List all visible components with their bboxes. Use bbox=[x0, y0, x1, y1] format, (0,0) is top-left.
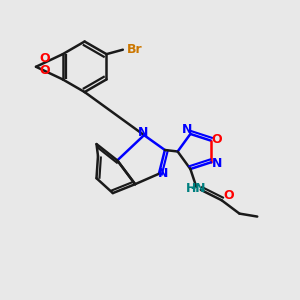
Text: N: N bbox=[212, 157, 222, 170]
Text: -N: -N bbox=[190, 182, 206, 195]
Text: O: O bbox=[40, 52, 50, 65]
Text: O: O bbox=[212, 133, 222, 146]
Text: N: N bbox=[158, 167, 169, 180]
Text: N: N bbox=[182, 123, 193, 136]
Text: Br: Br bbox=[127, 43, 143, 56]
Text: H: H bbox=[186, 182, 196, 195]
Text: O: O bbox=[224, 189, 234, 202]
Text: N: N bbox=[137, 126, 148, 139]
Text: O: O bbox=[40, 64, 50, 76]
